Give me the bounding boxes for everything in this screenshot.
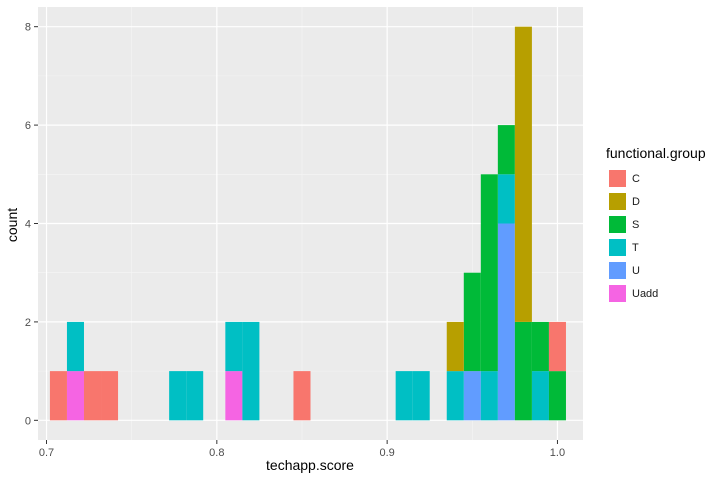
bar-d bbox=[514, 26, 532, 322]
x-tick-label: 0.9 bbox=[379, 447, 394, 459]
x-tick-label: 0.8 bbox=[209, 447, 224, 459]
bar-uadd bbox=[225, 371, 243, 421]
bar-c bbox=[101, 371, 119, 421]
bar-s bbox=[514, 321, 532, 421]
legend-title: functional.group bbox=[606, 145, 706, 161]
bar-c bbox=[293, 371, 311, 421]
legend-swatch bbox=[609, 285, 626, 302]
bar-u bbox=[497, 223, 515, 421]
legend-swatch bbox=[609, 170, 626, 187]
x-axis-title: techapp.score bbox=[266, 457, 354, 473]
y-tick-label: 2 bbox=[25, 317, 31, 329]
bar-t bbox=[412, 371, 430, 421]
bar-t bbox=[169, 371, 187, 421]
bar-s bbox=[548, 371, 566, 421]
legend: functional.group C D S T U Uadd bbox=[606, 145, 721, 305]
legend-item-t: T bbox=[606, 236, 721, 259]
bar-s bbox=[463, 272, 481, 372]
legend-item-d: D bbox=[606, 190, 721, 213]
bar-u bbox=[463, 371, 481, 421]
legend-item-u: U bbox=[606, 259, 721, 282]
bar-uadd bbox=[66, 371, 84, 421]
legend-label: T bbox=[632, 241, 639, 254]
x-tick-label: 1.0 bbox=[550, 447, 565, 459]
legend-swatch bbox=[609, 262, 626, 279]
bar-t bbox=[225, 321, 243, 372]
legend-item-uadd: Uadd bbox=[606, 282, 721, 305]
y-tick-label: 0 bbox=[25, 415, 31, 427]
x-tick-label: 0.7 bbox=[39, 447, 54, 459]
legend-label: S bbox=[632, 218, 640, 231]
legend-swatch bbox=[609, 239, 626, 256]
legend-label: C bbox=[632, 172, 640, 185]
bar-c bbox=[83, 371, 102, 421]
y-tick-label: 4 bbox=[25, 219, 31, 231]
bar-c bbox=[548, 321, 566, 372]
bar-s bbox=[531, 321, 549, 372]
legend-label: U bbox=[632, 264, 640, 277]
bar-t bbox=[395, 371, 413, 421]
bar-t bbox=[531, 371, 549, 421]
legend-label: D bbox=[632, 195, 640, 208]
y-tick-label: 6 bbox=[25, 120, 31, 132]
bar-c bbox=[49, 371, 67, 421]
legend-swatch bbox=[609, 216, 626, 233]
y-tick-label: 8 bbox=[25, 22, 31, 34]
bar-t bbox=[497, 174, 515, 224]
bar-t bbox=[242, 321, 260, 421]
bar-s bbox=[497, 125, 515, 175]
bar-t bbox=[186, 371, 204, 421]
bar-t bbox=[446, 371, 464, 421]
bar-s bbox=[480, 174, 498, 372]
legend-label: Uadd bbox=[632, 287, 659, 300]
legend-item-c: C bbox=[606, 167, 721, 190]
bar-t bbox=[480, 371, 498, 421]
legend-swatch bbox=[609, 193, 626, 210]
bar-t bbox=[66, 321, 84, 372]
legend-item-s: S bbox=[606, 213, 721, 236]
bar-d bbox=[446, 321, 464, 372]
y-axis-title: count bbox=[4, 208, 20, 242]
